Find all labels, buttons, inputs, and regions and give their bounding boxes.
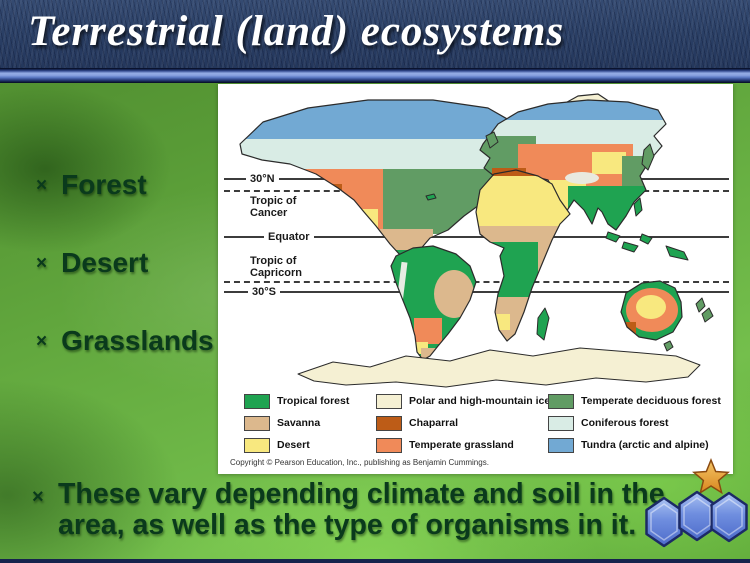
legend-item: Coniferous forest xyxy=(548,412,721,434)
continent-antarctica xyxy=(297,347,701,388)
x-bullet-icon: × xyxy=(32,486,44,508)
map-legend: Tropical forest Savanna Desert Polar and… xyxy=(244,390,721,456)
legend-label: Coniferous forest xyxy=(581,417,669,429)
footer-text: These vary depending climate and soil in… xyxy=(58,479,688,541)
map-copyright: Copyright © Pearson Education, Inc., pub… xyxy=(230,458,489,467)
biome-map-panel: 30°N Tropic of Cancer Equator Tropic of … xyxy=(218,84,733,474)
latitude-label-30s: 30°S xyxy=(248,285,280,299)
legend-label: Tropical forest xyxy=(277,395,350,407)
latitude-label-tropic-of-capricorn: Tropic of Capricorn xyxy=(250,255,302,279)
x-bullet-icon: × xyxy=(36,331,48,352)
legend-swatch xyxy=(376,437,402,453)
legend-label: Chaparral xyxy=(409,417,459,429)
legend-swatch xyxy=(548,437,574,453)
hexagon-icon xyxy=(710,491,748,543)
legend-item: Polar and high-mountain ice xyxy=(376,390,551,412)
latitude-line-equator xyxy=(224,236,729,238)
latitude-label-equator: Equator xyxy=(264,230,314,244)
legend-label: Temperate deciduous forest xyxy=(581,395,721,407)
islands xyxy=(425,131,714,352)
footer-line-1: These vary depending climate and soil in… xyxy=(58,478,665,510)
bullet-label: Desert xyxy=(61,247,149,278)
legend-label: Polar and high-mountain ice xyxy=(409,395,551,407)
page-title: Terrestrial (land) ecosystems xyxy=(28,8,565,55)
x-bullet-icon: × xyxy=(36,253,48,274)
legend-item: Tropical forest xyxy=(244,390,376,412)
x-bullet-icon: × xyxy=(36,175,48,196)
bullet-label: Grasslands xyxy=(61,325,214,356)
latitude-label-tropic-of-cancer: Tropic of Cancer xyxy=(250,195,297,219)
star-icon xyxy=(692,458,730,495)
legend-swatch xyxy=(376,415,402,431)
title-bar: Terrestrial (land) ecosystems xyxy=(0,0,750,68)
legend-label: Temperate grassland xyxy=(409,439,514,451)
legend-swatch xyxy=(548,393,574,409)
legend-item: Desert xyxy=(244,434,376,456)
legend-swatch xyxy=(548,415,574,431)
legend-item: Chaparral xyxy=(376,412,548,434)
bullet-item-grasslands: × Grasslands xyxy=(36,326,214,356)
continent-australia xyxy=(621,281,682,340)
bottom-border xyxy=(0,559,750,563)
footer-line-2: area, as well as the type of organisms i… xyxy=(58,509,637,541)
latitude-label-30n: 30°N xyxy=(246,172,279,186)
bullet-label: Forest xyxy=(61,169,147,200)
legend-swatch xyxy=(376,393,402,409)
legend-label: Desert xyxy=(277,439,310,451)
hexagon-decoration xyxy=(645,458,748,548)
legend-swatch xyxy=(244,415,270,431)
legend-item: Tundra (arctic and alpine) xyxy=(548,434,721,456)
legend-item: Temperate deciduous forest xyxy=(548,390,721,412)
legend-item: Savanna xyxy=(244,412,376,434)
legend-swatch xyxy=(244,437,270,453)
legend-swatch xyxy=(244,393,270,409)
legend-label: Savanna xyxy=(277,417,321,429)
legend-item: Temperate grassland xyxy=(376,434,548,456)
title-divider xyxy=(0,68,750,83)
world-biome-map xyxy=(239,93,714,388)
bullet-item-forest: × Forest xyxy=(36,170,147,200)
bullet-item-desert: × Desert xyxy=(36,248,148,278)
latitude-line-30s xyxy=(224,291,729,293)
legend-label: Tundra (arctic and alpine) xyxy=(581,439,709,451)
